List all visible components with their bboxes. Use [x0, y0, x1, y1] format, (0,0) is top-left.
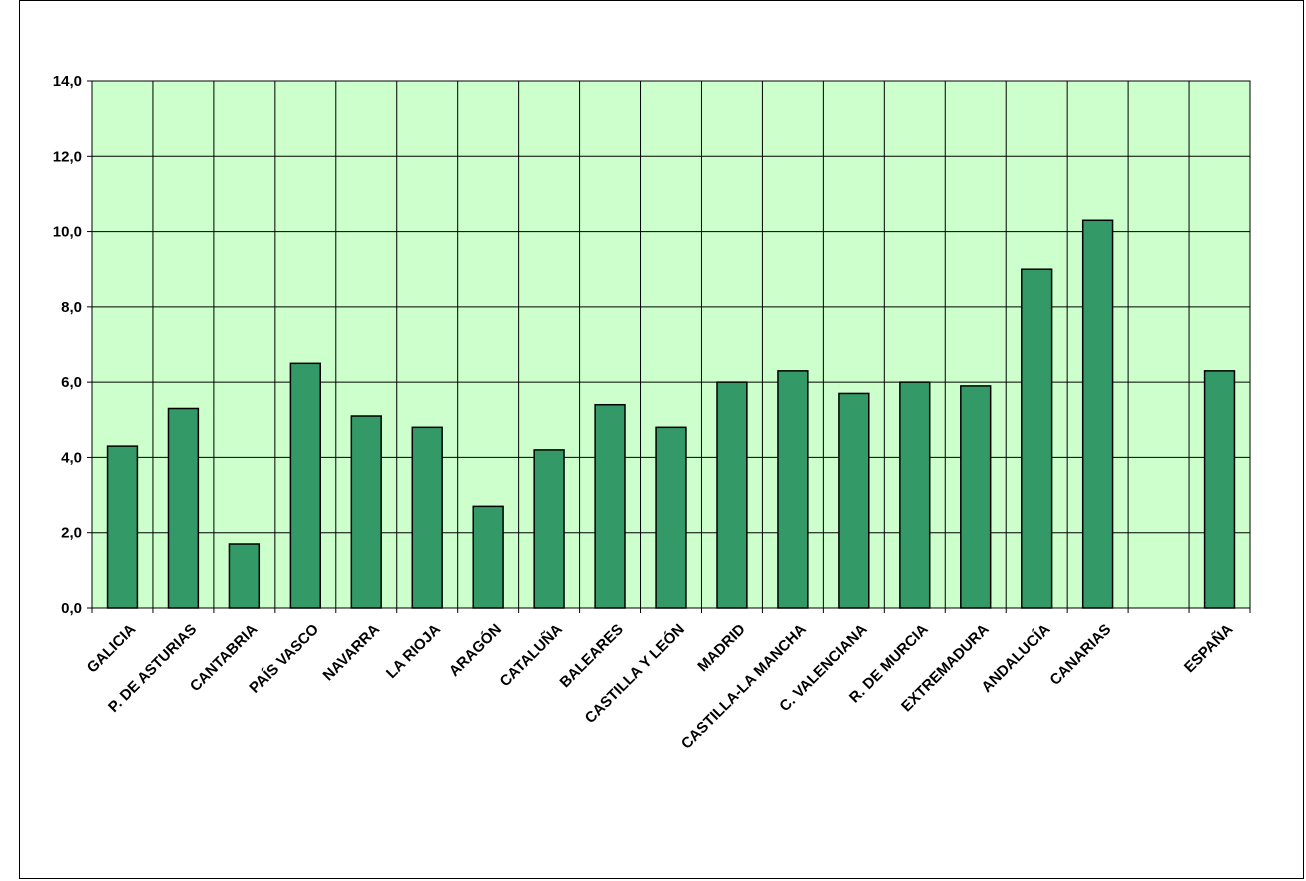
x-category-label: LA RIOJA — [383, 621, 444, 682]
bar — [838, 392, 870, 609]
y-tick-label: 14,0 — [53, 73, 82, 90]
y-tick-label: 2,0 — [61, 525, 82, 542]
bar — [228, 543, 261, 609]
x-category-label: GALICIA — [84, 621, 140, 677]
y-tick-label: 4,0 — [61, 449, 82, 466]
bar — [1203, 370, 1236, 609]
y-tick-label: 0,0 — [61, 600, 82, 617]
bar — [960, 385, 992, 609]
bar — [1081, 219, 1114, 609]
bar — [472, 505, 504, 609]
bar — [289, 362, 321, 609]
bars — [106, 219, 1236, 609]
bar — [777, 370, 809, 609]
bar — [411, 426, 443, 609]
y-axis: 0,0 2,0 4,0 6,0 8,0 10,0 12,0 14,0 — [53, 73, 92, 617]
x-category-label: CASTILLA-LA MANCHA — [678, 621, 810, 753]
x-category-label: MADRID — [694, 621, 749, 676]
bar — [899, 381, 931, 609]
y-tick-label: 12,0 — [53, 148, 82, 165]
y-tick-label: 6,0 — [61, 374, 82, 391]
y-tick-label: 10,0 — [53, 224, 82, 241]
x-category-label: ESPAÑA — [1180, 620, 1236, 676]
x-category-label: CANARIAS — [1046, 621, 1114, 689]
y-tick-label: 8,0 — [61, 299, 82, 316]
x-category-label: CATALUÑA — [496, 620, 566, 690]
x-category-label: NAVARRA — [320, 621, 384, 685]
bar — [594, 403, 626, 609]
bar — [350, 415, 382, 609]
bar — [1021, 268, 1053, 609]
x-category-label: CASTILLA Y LEÓN — [581, 620, 688, 727]
bar — [533, 449, 565, 609]
x-category-label: ARAGÓN — [445, 620, 505, 680]
bar — [716, 381, 748, 609]
bar — [655, 426, 687, 609]
bar — [106, 445, 139, 609]
bar — [167, 407, 200, 609]
